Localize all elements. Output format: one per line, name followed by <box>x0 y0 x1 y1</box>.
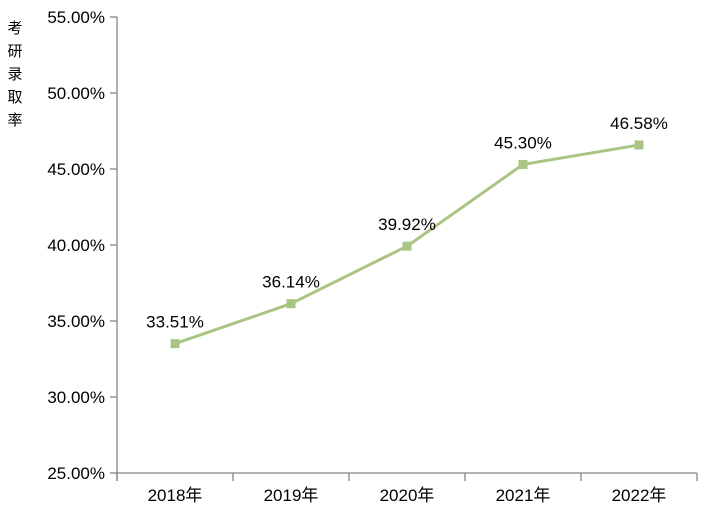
data-label: 45.30% <box>494 133 552 152</box>
y-axis-title: 考研录取率 <box>5 21 25 128</box>
x-tick-label: 2020年 <box>380 486 435 505</box>
y-tick-label: 40.00% <box>47 236 105 255</box>
y-axis-title-char: 研 <box>7 43 23 60</box>
data-point-marker <box>402 241 412 251</box>
y-tick-label: 35.00% <box>47 312 105 331</box>
data-point-marker <box>170 339 180 349</box>
y-tick-label: 30.00% <box>47 388 105 407</box>
data-point-marker <box>286 299 296 309</box>
x-tick-label: 2019年 <box>264 486 319 505</box>
y-axis-title-char: 录 <box>7 66 23 83</box>
data-point-markers <box>170 140 644 349</box>
x-axis-ticks <box>116 473 698 481</box>
x-tick-label: 2018年 <box>148 486 203 505</box>
data-label: 39.92% <box>378 215 436 234</box>
data-label: 33.51% <box>146 313 204 332</box>
y-axis-title-char: 考 <box>7 20 23 37</box>
x-axis-tick-labels: 2018年 2019年 2020年 2021年 2022年 <box>148 486 667 505</box>
x-tick-label: 2022年 <box>612 486 667 505</box>
y-axis-title-char: 率 <box>7 112 23 129</box>
data-point-marker <box>634 140 644 150</box>
data-point-marker <box>518 159 528 169</box>
y-tick-label: 55.00% <box>47 8 105 27</box>
data-label: 46.58% <box>610 114 668 133</box>
y-axis-tick-labels: 25.00% 30.00% 35.00% 40.00% 45.00% 50.00% 55.0… <box>47 8 105 483</box>
y-axis-title-char: 取 <box>7 89 23 106</box>
y-tick-label: 50.00% <box>47 84 105 103</box>
y-axis-ticks <box>110 16 117 474</box>
y-tick-label: 25.00% <box>47 464 105 483</box>
x-tick-label: 2021年 <box>496 486 551 505</box>
data-label: 36.14% <box>262 273 320 292</box>
y-tick-label: 45.00% <box>47 160 105 179</box>
data-labels: 33.51% 36.14% 39.92% 45.30% 46.58% <box>146 114 668 332</box>
axes <box>116 17 697 481</box>
